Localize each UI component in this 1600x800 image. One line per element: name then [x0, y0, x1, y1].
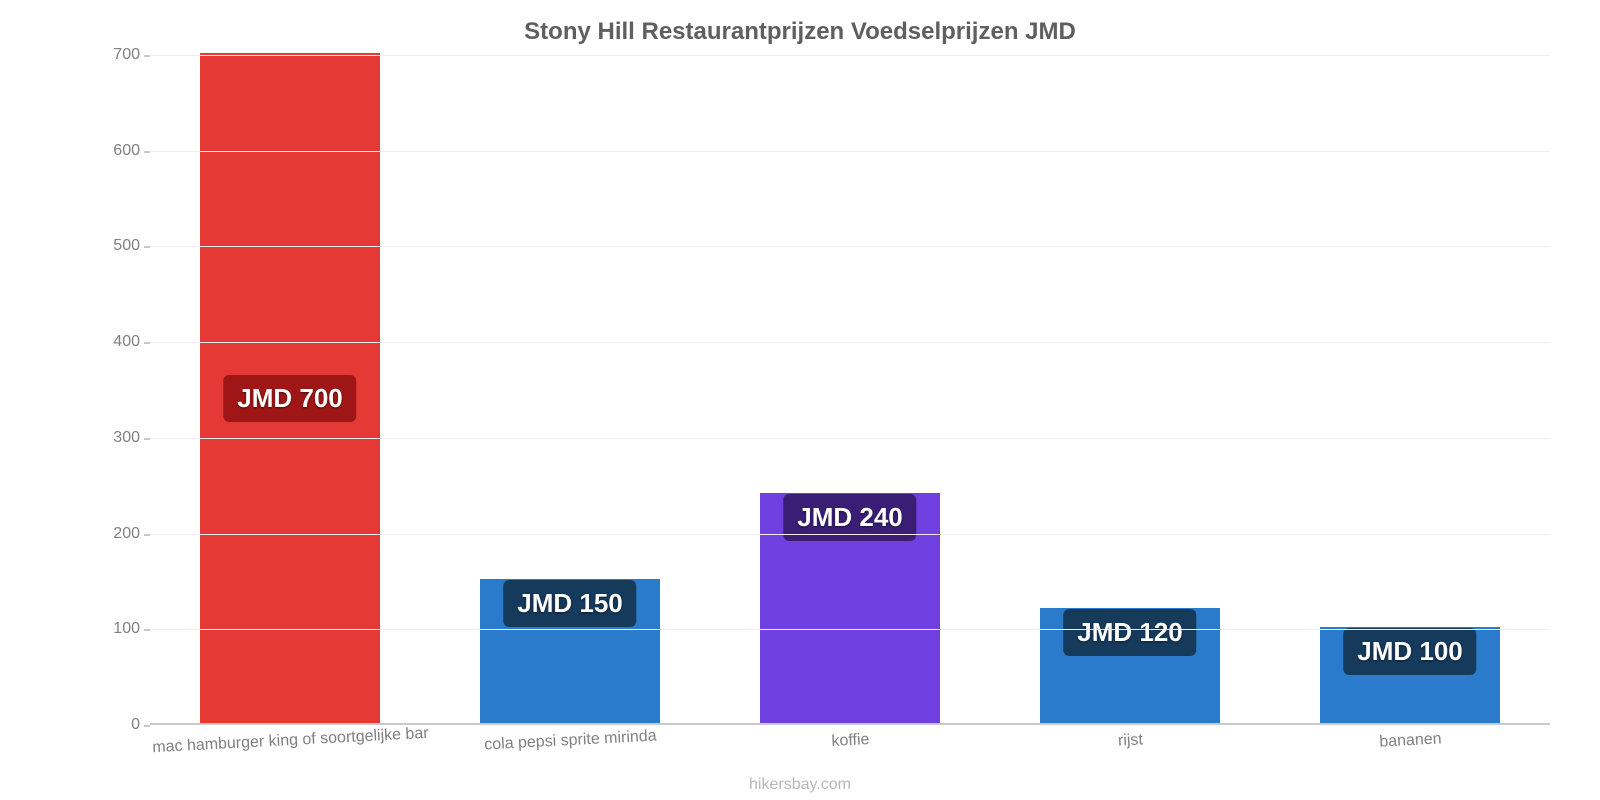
- chart-y-tick-mark: [144, 438, 150, 440]
- chart-gridline: [150, 342, 1550, 343]
- chart-x-tick-label: rijst: [1118, 731, 1144, 750]
- chart-container: Stony Hill Restaurantprijzen Voedselprij…: [0, 0, 1600, 800]
- chart-bar: JMD 150: [480, 579, 659, 723]
- chart-bar-slot: JMD 100: [1270, 55, 1550, 723]
- chart-x-tick-label: koffie: [831, 731, 870, 751]
- chart-bar-slot: JMD 150: [430, 55, 710, 723]
- chart-bar: JMD 240: [760, 493, 939, 723]
- chart-y-tick-label: 300: [113, 429, 140, 447]
- chart-gridline: [150, 246, 1550, 247]
- chart-gridline: [150, 534, 1550, 535]
- chart-x-tick-label: bananen: [1379, 730, 1442, 751]
- chart-bar: JMD 700: [200, 53, 379, 723]
- chart-y-tick-mark: [144, 534, 150, 536]
- chart-y-tick-mark: [144, 342, 150, 344]
- chart-x-tick-label: mac hamburger king of soortgelijke bar: [152, 725, 429, 757]
- chart-y-tick-label: 500: [113, 237, 140, 255]
- chart-y-tick-label: 200: [113, 525, 140, 543]
- chart-bar-slot: JMD 700: [150, 55, 430, 723]
- chart-bar-slot: JMD 240: [710, 55, 990, 723]
- chart-y-tick-label: 0: [131, 716, 140, 734]
- chart-gridline: [150, 151, 1550, 152]
- chart-y-tick-label: 700: [113, 46, 140, 64]
- chart-plot-area: JMD 700JMD 150JMD 240JMD 120JMD 100 0100…: [150, 55, 1550, 725]
- chart-y-tick-mark: [144, 55, 150, 57]
- chart-y-tick-label: 400: [113, 333, 140, 351]
- chart-title: Stony Hill Restaurantprijzen Voedselprij…: [0, 0, 1600, 46]
- chart-bar: JMD 100: [1320, 627, 1499, 723]
- chart-gridline: [150, 629, 1550, 630]
- chart-attribution: hikersbay.com: [0, 776, 1600, 794]
- chart-bar: JMD 120: [1040, 608, 1219, 723]
- chart-y-tick-mark: [144, 725, 150, 727]
- chart-bar-value-badge: JMD 100: [1343, 628, 1477, 675]
- chart-bar-value-badge: JMD 120: [1063, 609, 1197, 656]
- chart-y-tick-mark: [144, 246, 150, 248]
- chart-bar-value-badge: JMD 150: [503, 580, 637, 627]
- chart-y-tick-label: 100: [113, 620, 140, 638]
- chart-y-tick-mark: [144, 151, 150, 153]
- chart-y-tick-mark: [144, 629, 150, 631]
- chart-x-axis-labels: mac hamburger king of soortgelijke barco…: [150, 732, 1550, 772]
- chart-gridline: [150, 438, 1550, 439]
- chart-bars: JMD 700 JMD 150 JMD 240 JMD 120 JMD 100: [150, 55, 1550, 723]
- chart-y-tick-label: 600: [113, 142, 140, 160]
- chart-bar-slot: JMD 120: [990, 55, 1270, 723]
- chart-x-tick-label: cola pepsi sprite mirinda: [484, 727, 657, 754]
- chart-bar-value-badge: JMD 700: [223, 375, 357, 422]
- chart-gridline: [150, 55, 1550, 56]
